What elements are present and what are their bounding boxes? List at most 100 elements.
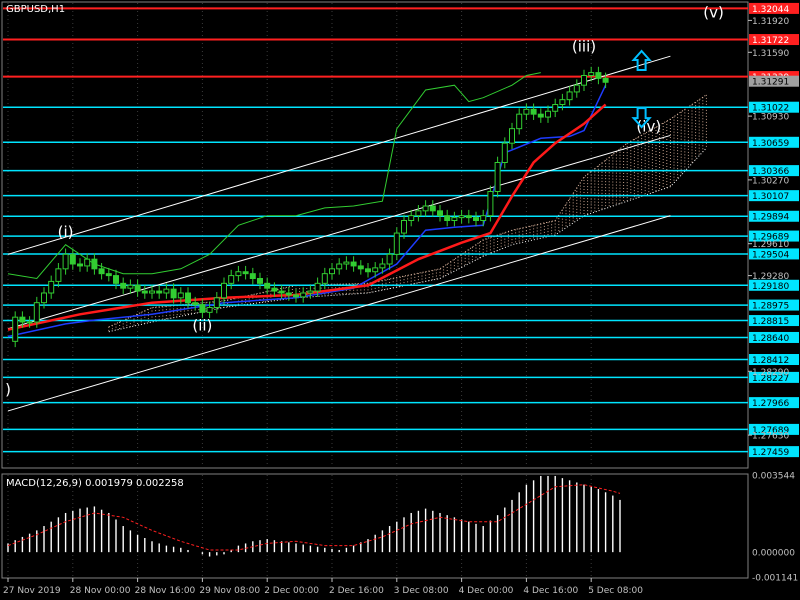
price-tick-label: 1.30270 — [752, 176, 789, 186]
candle-body — [530, 108, 537, 115]
level-price-label: 1.28815 — [752, 317, 789, 327]
candle-body — [480, 215, 487, 222]
candle-body — [372, 267, 379, 273]
channel-line[interactable] — [7, 134, 671, 330]
price-tick-label: 1.30930 — [752, 113, 789, 123]
channel-line[interactable] — [7, 215, 671, 412]
level-price-label: 1.30659 — [752, 139, 789, 149]
candle-body — [393, 232, 400, 255]
candle-body — [177, 292, 184, 299]
candle-body — [278, 290, 285, 294]
time-tick-label: 4 Dec 16:00 — [523, 586, 578, 596]
candle-body — [494, 162, 501, 192]
level-price-label: 1.31022 — [752, 104, 789, 114]
candle-body — [257, 278, 263, 284]
macd-panel-frame — [1, 473, 749, 579]
main-panel-frame — [1, 1, 749, 469]
arrow-up-icon — [631, 49, 652, 71]
candle-body — [329, 268, 335, 275]
level-price-tag — [749, 354, 799, 366]
candle-body — [401, 220, 407, 234]
candle-body — [84, 258, 91, 267]
candle-body — [228, 275, 235, 284]
macd-tick-label: 0.000000 — [752, 549, 795, 559]
candle-body — [415, 210, 422, 217]
candle-body — [134, 284, 141, 292]
wave-label: ) — [5, 381, 11, 399]
macd-signal-line — [7, 484, 621, 551]
level-price-tag — [749, 248, 799, 260]
price-tick-label: 1.28290 — [752, 368, 789, 378]
candle-body — [149, 290, 155, 294]
wave-label: (i) — [58, 223, 74, 241]
candle-body — [26, 321, 33, 324]
candle-body — [573, 84, 580, 93]
candle-body — [314, 282, 321, 292]
candle-body — [465, 215, 472, 219]
candle-body — [552, 104, 559, 112]
candle-body — [170, 288, 177, 299]
time-tick-label: 27 Nov 2019 — [3, 586, 61, 596]
candle-body — [422, 205, 429, 212]
candle-body — [545, 110, 551, 118]
candle-body — [192, 302, 199, 306]
level-price-tag — [749, 136, 799, 148]
candle-body — [595, 72, 602, 79]
level-price-label: 1.29180 — [752, 282, 789, 292]
candle-body — [501, 142, 508, 164]
candle-body — [365, 268, 371, 273]
candle-body — [386, 253, 393, 265]
level-price-label: 1.31291 — [752, 78, 789, 88]
candle-body — [91, 258, 98, 270]
level-price-label: 1.28975 — [752, 302, 789, 312]
candle-body — [221, 282, 227, 299]
candle-body — [487, 191, 494, 217]
candle-body — [235, 271, 242, 277]
level-price-tag — [749, 331, 799, 343]
candle-body — [523, 108, 530, 115]
candle-body — [343, 261, 350, 265]
level-price-tag — [749, 315, 799, 327]
candle-body — [602, 77, 609, 83]
candle-body — [264, 282, 271, 289]
candle-body — [537, 113, 544, 118]
candle-body — [41, 292, 47, 304]
moving-average-line — [7, 103, 607, 331]
candle-body — [12, 316, 19, 342]
level-price-tag — [749, 446, 799, 458]
price-candles — [12, 66, 609, 348]
candle-body — [293, 294, 299, 298]
candle-body — [105, 273, 112, 277]
macd-tick-label: -0.001141 — [752, 574, 798, 584]
wave-annotations: (i) (ii) (iii) (iv) (v)) — [5, 4, 724, 399]
level-price-label: 1.29504 — [752, 250, 789, 260]
candle-body — [249, 273, 256, 279]
price-axis: 1.31920 1.31590 1.30930 1.30270 1.29610 1.292… — [748, 17, 789, 442]
candle-body — [19, 316, 26, 323]
level-price-tag — [749, 75, 799, 87]
level-price-tag — [749, 34, 799, 46]
level-price-label: 1.28412 — [752, 356, 789, 366]
candle-body — [429, 205, 436, 212]
level-price-tag — [749, 190, 799, 202]
level-price-tag — [749, 279, 799, 291]
trend-channel[interactable] — [7, 55, 671, 412]
candle-body — [77, 263, 83, 267]
candle-body — [156, 290, 163, 294]
time-tick-label: 2 Dec 16:00 — [329, 586, 384, 596]
price-tick-label: 1.29610 — [752, 240, 789, 250]
time-tick-label: 29 Nov 08:00 — [199, 586, 260, 596]
horizontal-levels[interactable]: 1.320441.317221.313391.312911.310221.306… — [3, 2, 799, 458]
price-tick-label: 1.27630 — [752, 432, 789, 442]
level-price-label: 1.27689 — [752, 426, 789, 436]
time-tick-label: 5 Dec 08:00 — [588, 586, 643, 596]
candle-body — [163, 288, 170, 294]
senkou-span-b — [108, 147, 707, 333]
kijun-line — [7, 84, 607, 338]
channel-line[interactable] — [7, 55, 671, 255]
level-price-tag — [749, 397, 799, 409]
level-price-label: 1.27459 — [752, 448, 789, 458]
candle-body — [141, 290, 148, 294]
